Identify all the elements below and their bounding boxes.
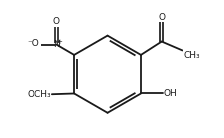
Text: ⁻O: ⁻O (28, 39, 39, 48)
Text: OH: OH (164, 89, 178, 98)
Text: +: + (57, 39, 62, 45)
Text: OCH₃: OCH₃ (28, 90, 51, 99)
Text: O: O (53, 17, 60, 26)
Text: CH₃: CH₃ (183, 51, 200, 60)
Text: N: N (53, 40, 60, 49)
Text: O: O (158, 13, 165, 22)
